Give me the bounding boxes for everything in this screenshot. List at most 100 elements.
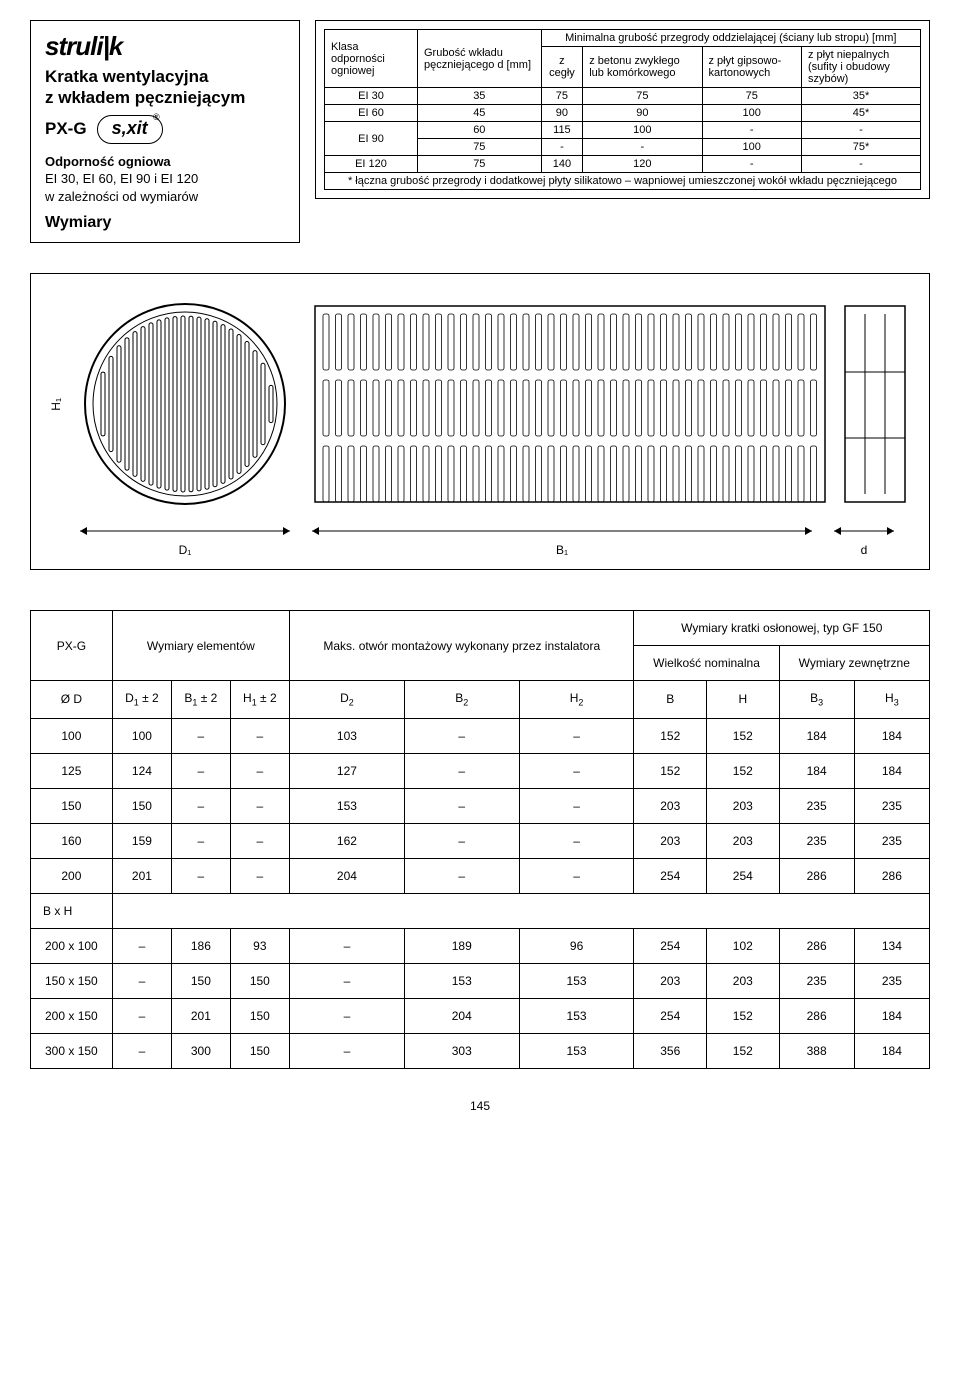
table-cell: – [519, 858, 634, 893]
table-cell: – [519, 753, 634, 788]
table-cell: – [230, 858, 289, 893]
table-cell: 45* [801, 105, 920, 122]
th-niepal: z płyt niepalnych (sufity i obudowy szyb… [801, 47, 920, 88]
table-cell: 153 [519, 963, 634, 998]
page-number: 145 [30, 1099, 930, 1113]
table-cell: 254 [634, 928, 707, 963]
b1-label: B₁ [307, 543, 817, 557]
table-cell: 152 [707, 753, 780, 788]
th-wko: Wymiary kratki osłonowej, typ GF 150 [634, 611, 930, 646]
table-cell: 153 [519, 998, 634, 1033]
title-line-2: z wkładem pęczniejącym [45, 88, 245, 107]
table-cell: - [801, 122, 920, 139]
table-cell: 153 [290, 788, 405, 823]
table-cell: 35 [418, 88, 542, 105]
d1-label: D₁ [75, 543, 295, 557]
table-cell: 75 [418, 139, 542, 156]
column-header: B1 ± 2 [172, 681, 231, 718]
table-cell: 103 [290, 718, 405, 753]
dimensions-title: Wymiary [45, 214, 285, 232]
table-cell: - [702, 122, 801, 139]
table-cell: 286 [779, 928, 854, 963]
table-cell: 203 [634, 823, 707, 858]
table-cell: 100 [112, 718, 171, 753]
table-cell: 90 [541, 105, 583, 122]
main-dimensions-table: PX-G Wymiary elementów Maks. otwór monta… [30, 610, 930, 1068]
table-cell: EI 60 [325, 105, 418, 122]
table-cell: – [404, 823, 519, 858]
column-header: H1 ± 2 [230, 681, 289, 718]
table-cell: 286 [854, 858, 929, 893]
product-title: Kratka wentylacyjna z wkładem pęczniejąc… [45, 66, 285, 109]
table-cell: 125 [31, 753, 113, 788]
thickness-table: Klasa odporności ogniowej Grubość wkładu… [324, 29, 921, 190]
table-cell: – [519, 718, 634, 753]
table-cell: 75* [801, 139, 920, 156]
column-header: B3 [779, 681, 854, 718]
table-cell: – [112, 998, 171, 1033]
table-cell: EI 30 [325, 88, 418, 105]
table-cell: 152 [707, 998, 780, 1033]
table-cell: 35* [801, 88, 920, 105]
table-cell: 235 [854, 823, 929, 858]
table-cell: – [519, 788, 634, 823]
h1-label: H₁ [49, 398, 63, 411]
table-cell: – [112, 963, 171, 998]
table-cell: 388 [779, 1033, 854, 1068]
table-cell: – [172, 788, 231, 823]
table-cell: – [404, 718, 519, 753]
column-header: D1 ± 2 [112, 681, 171, 718]
table-cell: – [230, 788, 289, 823]
table-cell: 254 [634, 998, 707, 1033]
th-betonu: z betonu zwykłego lub komórkowego [583, 47, 702, 88]
table-cell: 150 [230, 963, 289, 998]
table-cell: 127 [290, 753, 405, 788]
table-cell: 150 [230, 1033, 289, 1068]
table-cell: 286 [779, 858, 854, 893]
grille-diagram [75, 294, 911, 514]
table-cell: 152 [634, 753, 707, 788]
table-cell: 204 [404, 998, 519, 1033]
table-cell: – [519, 823, 634, 858]
table-cell: - [541, 139, 583, 156]
sxit-text: s,xit [112, 118, 148, 139]
table-cell: – [230, 823, 289, 858]
table-cell: 254 [634, 858, 707, 893]
table-cell: 235 [779, 823, 854, 858]
table-cell: – [290, 998, 405, 1033]
table-cell: 96 [519, 928, 634, 963]
table-cell: 254 [707, 858, 780, 893]
table-cell: 159 [112, 823, 171, 858]
table-cell: 235 [854, 963, 929, 998]
table-cell: 100 [31, 718, 113, 753]
product-code: PX-G [45, 119, 87, 139]
table-cell: 75 [702, 88, 801, 105]
table-cell: 115 [541, 122, 583, 139]
table-cell: 184 [779, 718, 854, 753]
table-cell: 45 [418, 105, 542, 122]
table-cell: 200 x 150 [31, 998, 113, 1033]
th-pxg: PX-G [31, 611, 113, 681]
product-info-box: struli|k Kratka wentylacyjna z wkładem p… [30, 20, 300, 243]
table-cell: 184 [854, 718, 929, 753]
table-cell: 100 [583, 122, 702, 139]
table-cell: 200 x 100 [31, 928, 113, 963]
table-cell: 152 [707, 718, 780, 753]
table-cell: 153 [519, 1033, 634, 1068]
table-cell: 189 [404, 928, 519, 963]
table-cell: – [112, 1033, 171, 1068]
table-cell: 201 [112, 858, 171, 893]
table-cell: – [172, 718, 231, 753]
brand-logo: struli|k [45, 31, 285, 62]
table-cell: 150 [112, 788, 171, 823]
fire-resistance-note: w zależności od wymiarów [45, 189, 285, 206]
table-cell: 100 [702, 139, 801, 156]
table-cell: 356 [634, 1033, 707, 1068]
table-cell: 286 [779, 998, 854, 1033]
table-cell: 60 [418, 122, 542, 139]
table-cell: 160 [31, 823, 113, 858]
table-cell: 93 [230, 928, 289, 963]
table-cell: 203 [707, 963, 780, 998]
table-cell: 124 [112, 753, 171, 788]
bxh-spacer [112, 893, 929, 928]
